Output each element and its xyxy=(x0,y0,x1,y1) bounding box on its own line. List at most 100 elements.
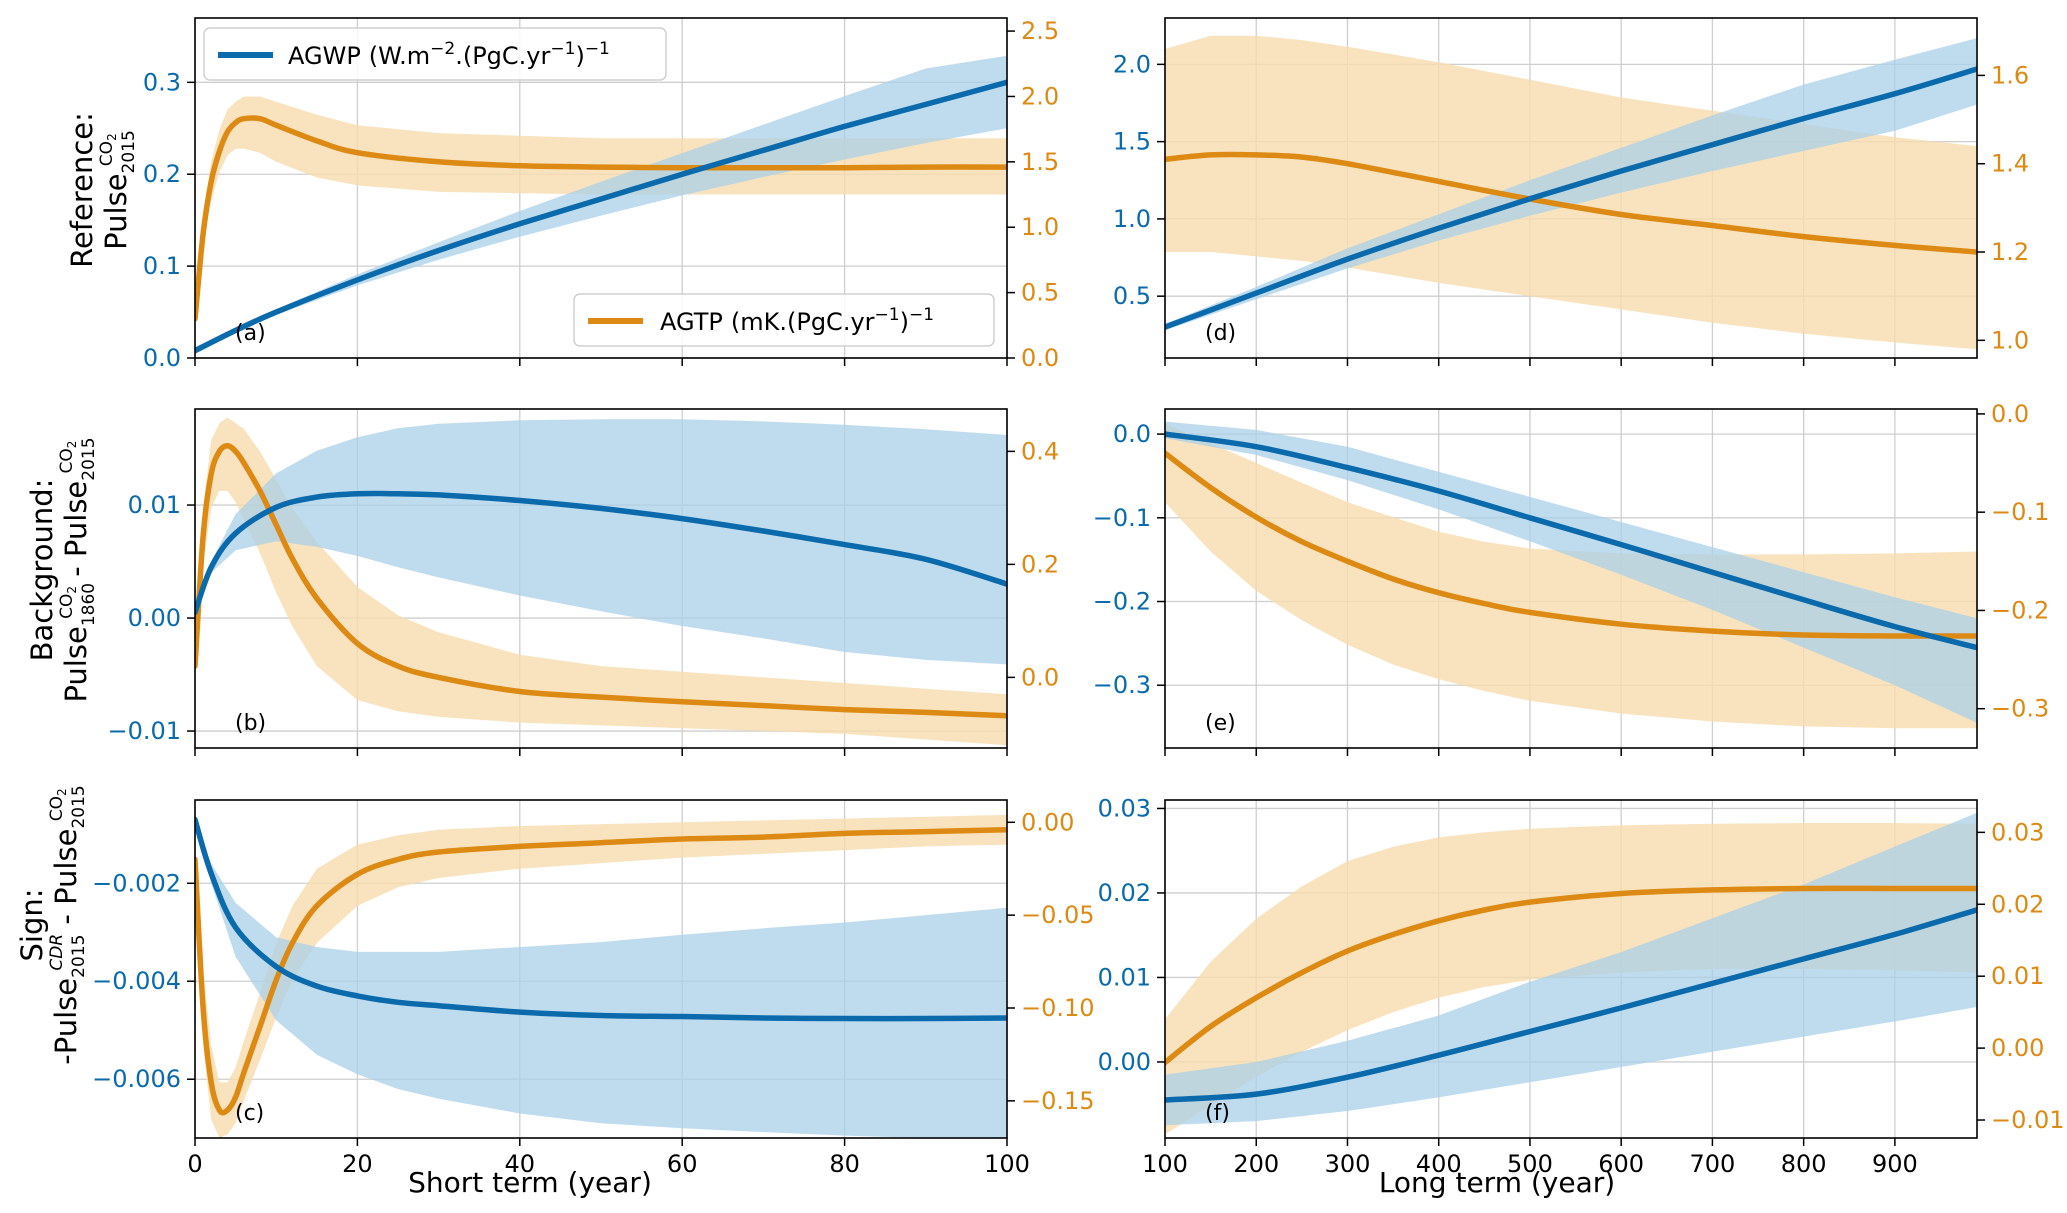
panel-b: −0.01 0.00 0.01 0.0 0.2 0.4 (b) xyxy=(107,408,1059,756)
y-tick-label-right: 0.2 xyxy=(1021,550,1059,578)
y-tick-label-right: 0.0 xyxy=(1991,400,2029,428)
legend-agwp: AGWP (W.m−2.(PgC.yr−1)−1 xyxy=(203,27,667,81)
legend-agwp-exp: −1 xyxy=(585,39,610,59)
line-agwp-e xyxy=(1165,431,1977,651)
series-layer-c xyxy=(195,814,1007,1138)
y-tick-label-right: 0.00 xyxy=(1991,1034,2044,1062)
panel-frame-f xyxy=(1164,799,1978,1139)
x-tick-label: 20 xyxy=(342,1150,373,1178)
pulse-subscript: 2015 xyxy=(79,437,99,480)
legend-agwp-unit: .(PgC.yr xyxy=(455,42,550,70)
y-tick-label-right: 1.5 xyxy=(1021,148,1059,176)
y-tick-label-right: −0.01 xyxy=(1991,1106,2065,1134)
x-tick-label: 600 xyxy=(1598,1150,1644,1178)
y-tick-label-right: 1.2 xyxy=(1991,238,2029,266)
y-tick-label-left: 2.0 xyxy=(1113,50,1151,78)
panel-d: 0.5 1.0 1.5 2.0 1.0 1.2 1.4 1.6 (d) xyxy=(1113,17,2029,366)
panel-label-e: (e) xyxy=(1205,711,1236,736)
legend-agwp-box xyxy=(203,27,667,81)
x-tick-label: 100 xyxy=(1142,1150,1188,1178)
legend-agtp-name: AGTP xyxy=(660,308,723,336)
y-tick-label-right: −0.3 xyxy=(1991,695,2049,723)
y-tick-label-left: −0.006 xyxy=(92,1065,181,1093)
pulse-superscript-sub: 2 xyxy=(105,133,119,141)
x-tick-label: 100 xyxy=(984,1150,1030,1178)
row-label-background-line1: Background: xyxy=(25,479,59,662)
x-tick-label: 700 xyxy=(1690,1150,1736,1178)
row-label-sign: Sign: -Pulse2015CDR - Pulse2015CO2 xyxy=(15,785,89,1064)
x-tick-label: 500 xyxy=(1507,1150,1553,1178)
line-agtp-d xyxy=(1165,151,1977,255)
y-tick-label-right: 0.03 xyxy=(1991,818,2044,846)
y-tick-label-left: 1.0 xyxy=(1113,205,1151,233)
y-tick-label-left: 1.5 xyxy=(1113,128,1151,156)
panel-f: 100 200 300 400 500 600 700 800 900 0.00 0.01 0.02 0… xyxy=(1098,794,2065,1178)
legend-agwp-label: AGWP (W.m−2.(PgC.yr−1)−1 xyxy=(288,39,610,70)
legend-agtp: AGTP (mK.(PgC.yr−1)−1 xyxy=(573,293,995,347)
panel-label-b: (b) xyxy=(235,711,266,736)
y-tick-label-right: 1.6 xyxy=(1991,61,2029,89)
y-tick-label-right: −0.10 xyxy=(1021,994,1095,1022)
y-tick-label-right: 0.0 xyxy=(1021,344,1059,372)
pulse-subscript: 1860 xyxy=(79,583,99,626)
y-tick-label-right: 1.4 xyxy=(1991,150,2029,178)
line-agwp-c xyxy=(195,816,1007,1022)
y-tick-label-right: −0.05 xyxy=(1021,901,1095,929)
y-tick-label-right: 2.5 xyxy=(1021,17,1059,45)
series-layer-d xyxy=(1165,35,1977,350)
y-tick-label-left: −0.002 xyxy=(92,869,181,897)
y-tick-label-left: −0.004 xyxy=(92,967,181,995)
pulse-superscript-sub: 2 xyxy=(55,788,69,796)
x-tick-label: 800 xyxy=(1781,1150,1827,1178)
pulse-subscript: 2015 xyxy=(119,130,139,173)
x-axis-title-short: Short term (year) xyxy=(408,1166,652,1199)
series-layer-e xyxy=(1165,421,1977,729)
pulse-superscript-sub: 2 xyxy=(65,586,79,594)
x-tick-label: 300 xyxy=(1325,1150,1371,1178)
x-tick-label: 80 xyxy=(829,1150,860,1178)
legend-agwp-exp: −2 xyxy=(430,39,455,59)
panel-frame-d xyxy=(1164,17,1978,359)
legend-agtp-unit: (mK.(PgC.yr xyxy=(731,308,875,336)
series-layer-b xyxy=(195,417,1007,746)
y-tick-label-right: 0.01 xyxy=(1991,962,2044,990)
legend-agtp-label: AGTP (mK.(PgC.yr−1)−1 xyxy=(660,305,934,336)
y-tick-label-right: −0.15 xyxy=(1021,1087,1095,1115)
row-label-background-line2: Pulse1860CO2 - Pulse2015CO2 xyxy=(57,437,99,702)
line-agwp-d xyxy=(1165,66,1977,330)
pulse-superscript: CO xyxy=(57,448,77,473)
legend-agwp-exp: −1 xyxy=(550,39,575,59)
line-agtp-a xyxy=(195,115,1007,322)
panel-a: 0.0 0.1 0.2 0.3 0.0 0.5 1.0 1.5 2.0 2.5 (a) xyxy=(143,17,1059,372)
pulse-superscript: CO xyxy=(57,594,77,619)
y-tick-label-left: 0.01 xyxy=(128,491,181,519)
row-label-reference-line2: Pulse2015CO2 xyxy=(97,130,139,250)
y-tick-label-right: 0.02 xyxy=(1991,890,2044,918)
band-agwp-e xyxy=(1165,421,1977,723)
pulse-subscript: 2015 xyxy=(69,785,89,828)
x-tick-label: 60 xyxy=(667,1150,698,1178)
line-agwp-f xyxy=(1165,907,1977,1103)
panel-label-c: (c) xyxy=(235,1101,264,1126)
y-tick-label-left: 0.0 xyxy=(143,344,181,372)
y-tick-label-right: 2.0 xyxy=(1021,82,1059,110)
band-agwp-a xyxy=(195,55,1007,352)
line-agtp-e xyxy=(1165,450,1977,639)
x-tick-label: 0 xyxy=(187,1150,202,1178)
y-tick-label-right: 0.00 xyxy=(1021,808,1074,836)
legend-agtp-unit: ) xyxy=(900,308,909,336)
pulse-subscript: 2015 xyxy=(69,935,89,978)
row-label-background: Background: Pulse1860CO2 - Pulse2015CO2 xyxy=(25,437,99,702)
line-agwp-a xyxy=(195,79,1007,354)
y-tick-label-right: 1.0 xyxy=(1991,326,2029,354)
line-agtp-c xyxy=(195,826,1007,1116)
minus-text: - xyxy=(59,557,93,586)
y-tick-label-left: −0.1 xyxy=(1093,504,1151,532)
y-tick-label-right: −0.1 xyxy=(1991,498,2049,526)
y-tick-label-right: 0.4 xyxy=(1021,437,1059,465)
legend-agtp-exp: −1 xyxy=(875,305,900,325)
x-tick-label: 40 xyxy=(505,1150,536,1178)
band-agwp-c xyxy=(195,819,1007,1138)
legend-agwp-unit: (W.m xyxy=(369,42,430,70)
panel-frame-c xyxy=(194,799,1008,1139)
